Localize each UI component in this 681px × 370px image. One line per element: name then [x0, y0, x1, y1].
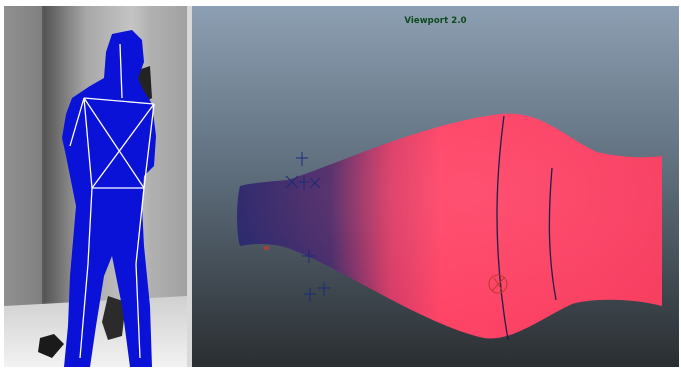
- locator-icon[interactable]: [304, 288, 316, 302]
- locator-icon[interactable]: [318, 282, 330, 296]
- skeleton-overlay: [69, 43, 155, 359]
- pivot-icon[interactable]: [488, 274, 508, 294]
- depth-image: [4, 6, 187, 367]
- panel-divider[interactable]: [187, 6, 192, 367]
- viewport-title: Viewport 2.0: [404, 16, 467, 26]
- shadow-blob: [38, 334, 64, 358]
- locator-icon[interactable]: [285, 175, 299, 189]
- locator-icon[interactable]: [302, 249, 316, 263]
- depth-camera-panel: [4, 6, 187, 367]
- viewport-panel[interactable]: Viewport 2.0: [192, 6, 679, 367]
- viewport-canvas[interactable]: [192, 6, 679, 367]
- edge-loop-curve[interactable]: [548, 167, 557, 301]
- locator-icon[interactable]: [309, 177, 321, 189]
- edge-loop-curve[interactable]: [496, 115, 509, 341]
- shadow-blob: [102, 296, 126, 340]
- locator-icon[interactable]: [296, 152, 308, 166]
- selected-joint-marker[interactable]: [264, 246, 269, 250]
- locator-icon[interactable]: [298, 176, 310, 190]
